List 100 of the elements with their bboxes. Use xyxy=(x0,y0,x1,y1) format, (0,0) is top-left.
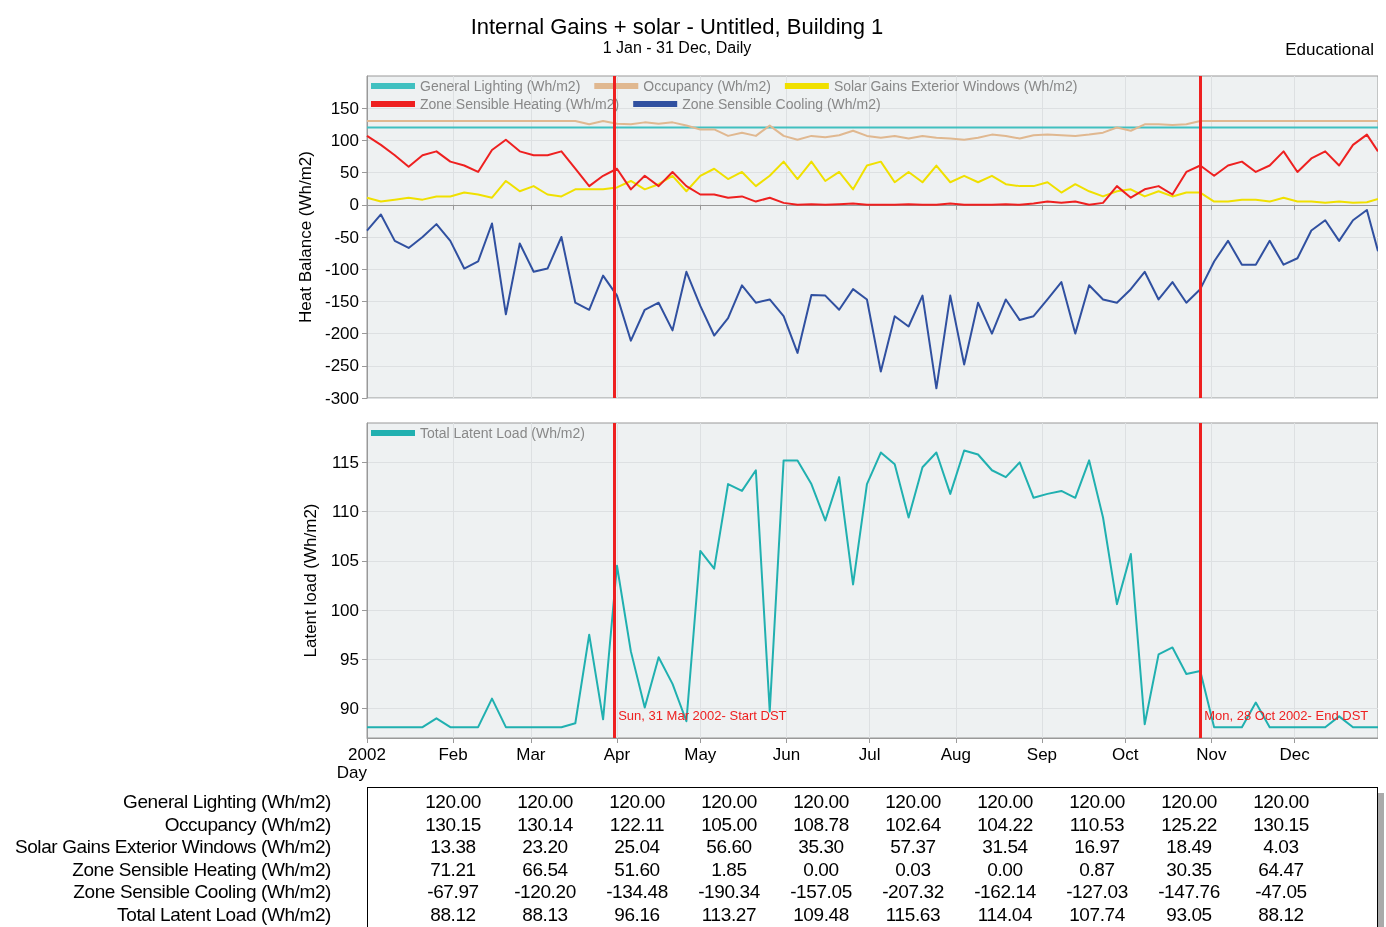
text: 120.00 xyxy=(425,791,481,812)
y-tick-label: -200 xyxy=(324,324,359,344)
legend-label: Occupancy (Wh/m2) xyxy=(643,78,771,94)
x-tick-label: Mar xyxy=(516,745,546,764)
text: 0.00 xyxy=(987,858,1023,880)
text: 120.00 xyxy=(1161,791,1217,812)
legend-label: General Lighting (Wh/m2) xyxy=(420,78,581,94)
text: 109.48 xyxy=(793,903,849,925)
y-tick-label: 100 xyxy=(330,130,359,150)
text: -162.14 xyxy=(974,881,1036,902)
x-tick-label: 2002 xyxy=(348,745,386,764)
text: 23.20 xyxy=(522,836,568,857)
legend-label: Solar Gains Exterior Windows (Wh/m2) xyxy=(833,78,1078,94)
y-tick-label: 50 xyxy=(340,163,359,183)
category-label: Zone Sensible Heating (Wh/m2) xyxy=(72,858,331,880)
text: 120.00 xyxy=(885,791,941,812)
text: 120.00 xyxy=(701,791,757,812)
x-axis-title: Day xyxy=(336,763,368,782)
y-tick-label: -300 xyxy=(324,388,359,408)
text: 120.00 xyxy=(1069,791,1125,812)
text: 113.27 xyxy=(701,903,757,925)
y-tick-label: 100 xyxy=(330,600,359,620)
x-tick-label: Jun xyxy=(772,745,801,764)
text: 51.60 xyxy=(614,858,660,880)
text: Educational xyxy=(1285,40,1374,59)
category-label: General Lighting (Wh/m2) xyxy=(123,791,331,812)
x-tick-label: Jul xyxy=(858,745,881,764)
text: 57.37 xyxy=(890,836,936,857)
text: 125.22 xyxy=(1161,813,1217,835)
text: -157.05 xyxy=(790,881,852,902)
text: 108.78 xyxy=(793,813,849,835)
text: 0.87 xyxy=(1079,858,1115,880)
text: -47.05 xyxy=(1255,881,1307,902)
text: 31.54 xyxy=(982,836,1028,857)
y-tick-label: 90 xyxy=(340,698,359,718)
text: 35.30 xyxy=(798,836,844,857)
text: 120.00 xyxy=(1253,791,1309,812)
text: 110.53 xyxy=(1069,813,1125,835)
y-tick-label: 0 xyxy=(349,195,359,215)
text: 30.35 xyxy=(1166,858,1212,880)
chart-title: Internal Gains + solar - Untitled, Building 1 xyxy=(470,13,884,39)
text: 114.04 xyxy=(977,903,1033,925)
y-tick-label: -100 xyxy=(324,259,359,279)
text: -190.34 xyxy=(698,881,760,902)
text: -134.48 xyxy=(606,881,668,902)
text: 0.03 xyxy=(895,858,931,880)
category-label: Zone Sensible Cooling (Wh/m2) xyxy=(73,881,331,902)
text: 104.22 xyxy=(977,813,1033,835)
x-tick-label: Oct xyxy=(1112,745,1139,764)
text: 64.47 xyxy=(1258,858,1304,880)
y-tick-label: 95 xyxy=(340,649,359,669)
text: 130.15 xyxy=(425,813,481,835)
text: 120.00 xyxy=(609,791,665,812)
legend-label: Total Latent Load (Wh/m2) xyxy=(420,425,585,441)
y-tick-label: -50 xyxy=(334,227,359,247)
text: 122.11 xyxy=(609,813,665,835)
text: 88.13 xyxy=(522,903,568,925)
text: 66.54 xyxy=(522,858,568,880)
text: -127.03 xyxy=(1066,881,1128,902)
text: 130.14 xyxy=(517,813,573,835)
text: 25.04 xyxy=(614,836,660,857)
text: 1.85 xyxy=(711,858,747,880)
text: 88.12 xyxy=(1258,903,1304,925)
x-tick-label: Feb xyxy=(438,745,468,764)
x-tick-label: Apr xyxy=(603,745,631,764)
text: 120.00 xyxy=(793,791,849,812)
text: 96.16 xyxy=(614,903,660,925)
category-label: Solar Gains Exterior Windows (Wh/m2) xyxy=(14,836,331,857)
text: 93.05 xyxy=(1166,903,1212,925)
text: 56.60 xyxy=(706,836,752,857)
y-tick-label: 105 xyxy=(330,551,359,571)
text: -120.20 xyxy=(514,881,576,902)
category-label: Total Latent Load (Wh/m2) xyxy=(117,903,331,925)
text: 115.63 xyxy=(885,903,941,925)
text: 102.64 xyxy=(885,813,941,835)
text: -207.32 xyxy=(882,881,944,902)
y-tick-label: 115 xyxy=(331,452,359,472)
text: -67.97 xyxy=(427,881,479,902)
y-tick-label: -150 xyxy=(324,291,359,311)
text: -147.76 xyxy=(1158,881,1220,902)
y-tick-label: 150 xyxy=(330,98,359,118)
text: 13.38 xyxy=(430,836,476,857)
text: 107.74 xyxy=(1069,903,1125,925)
y-tick-label: -250 xyxy=(324,356,359,376)
text: 71.21 xyxy=(430,858,476,880)
text: 0.00 xyxy=(803,858,839,880)
category-label: Occupancy (Wh/m2) xyxy=(164,813,331,835)
y-tick-label: 110 xyxy=(331,502,359,522)
text: 88.12 xyxy=(430,903,476,925)
x-tick-label: May xyxy=(684,745,717,764)
text: 16.97 xyxy=(1074,836,1120,857)
text: 120.00 xyxy=(977,791,1033,812)
x-tick-label: Nov xyxy=(1196,745,1227,764)
text: 130.15 xyxy=(1253,813,1309,835)
legend-label: Zone Sensible Cooling (Wh/m2) xyxy=(682,96,881,112)
x-tick-label: Dec xyxy=(1279,745,1311,764)
text: 18.49 xyxy=(1166,836,1212,857)
chart-subtitle: 1 Jan - 31 Dec, Daily xyxy=(602,38,752,56)
y-axis-title: Heat Balance (Wh/m2) xyxy=(296,151,316,323)
text: 105.00 xyxy=(701,813,757,835)
